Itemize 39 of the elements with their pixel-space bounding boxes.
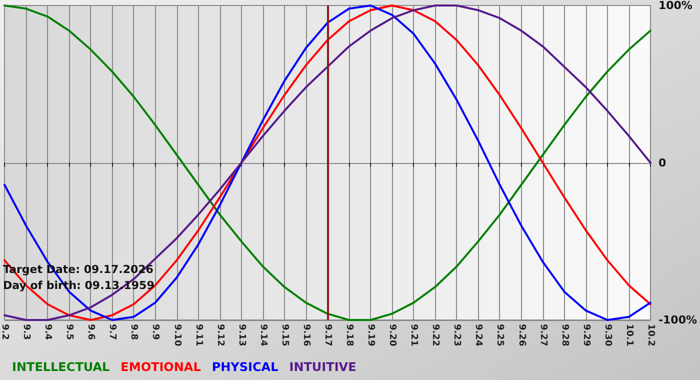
x-tick-label: 9.15 bbox=[279, 324, 290, 346]
line-series bbox=[4, 4, 652, 321]
x-tick-label: 9.29 bbox=[580, 324, 591, 346]
x-tick-label: 9.25 bbox=[494, 324, 505, 346]
text: INTELLECTUAL bbox=[12, 360, 110, 374]
x-tick-label: 9.21 bbox=[408, 324, 419, 346]
x-tick-label: 9.12 bbox=[214, 324, 225, 346]
x-tick-label: 10.1 bbox=[624, 324, 634, 346]
x-tick-label: 9.7 bbox=[107, 324, 118, 340]
x-tick-label: 9.28 bbox=[559, 324, 570, 346]
y-tick-label: 100% bbox=[658, 0, 692, 12]
text: INTUITIVE bbox=[289, 360, 356, 374]
text: EMOTIONAL bbox=[120, 360, 202, 374]
x-tick-label: 9.18 bbox=[344, 324, 354, 346]
x-tick-label: 9.27 bbox=[538, 324, 548, 346]
x-tick-label: 9.24 bbox=[473, 324, 484, 346]
x-tick-label: 9.9 bbox=[150, 324, 160, 340]
text: PHYSICAL bbox=[212, 360, 279, 374]
x-tick-label: 9.23 bbox=[452, 324, 462, 346]
x-tick-label: 9.20 bbox=[387, 324, 398, 346]
x-tick-label: 9.19 bbox=[366, 324, 376, 346]
y-tick-label: -100% bbox=[658, 314, 698, 326]
x-tick-label: 9.11 bbox=[193, 324, 204, 346]
x-tick-label: 9.4 bbox=[42, 324, 53, 340]
x-tick-label: 9.6 bbox=[86, 324, 96, 340]
x-tick-label: 9.8 bbox=[128, 324, 139, 340]
x-tick-label: 9.5 bbox=[64, 324, 74, 340]
x-tick-label: 9.22 bbox=[430, 324, 440, 346]
x-tick-label: 10.2 bbox=[645, 324, 656, 346]
x-tick-label: 9.3 bbox=[21, 324, 32, 340]
x-tick-label: 9.13 bbox=[236, 324, 246, 346]
x-tick-label: 9.2 bbox=[0, 324, 10, 340]
x-tick-label: 9.10 bbox=[172, 324, 182, 346]
y-tick-label: 0 bbox=[658, 156, 666, 170]
x-tick-label: 9.30 bbox=[602, 324, 612, 346]
x-tick-label: 9.26 bbox=[516, 324, 526, 346]
x-tick-label: 9.16 bbox=[300, 324, 311, 346]
x-tick-label: 9.17 bbox=[322, 324, 332, 346]
x-tick-label: 9.14 bbox=[258, 324, 268, 346]
